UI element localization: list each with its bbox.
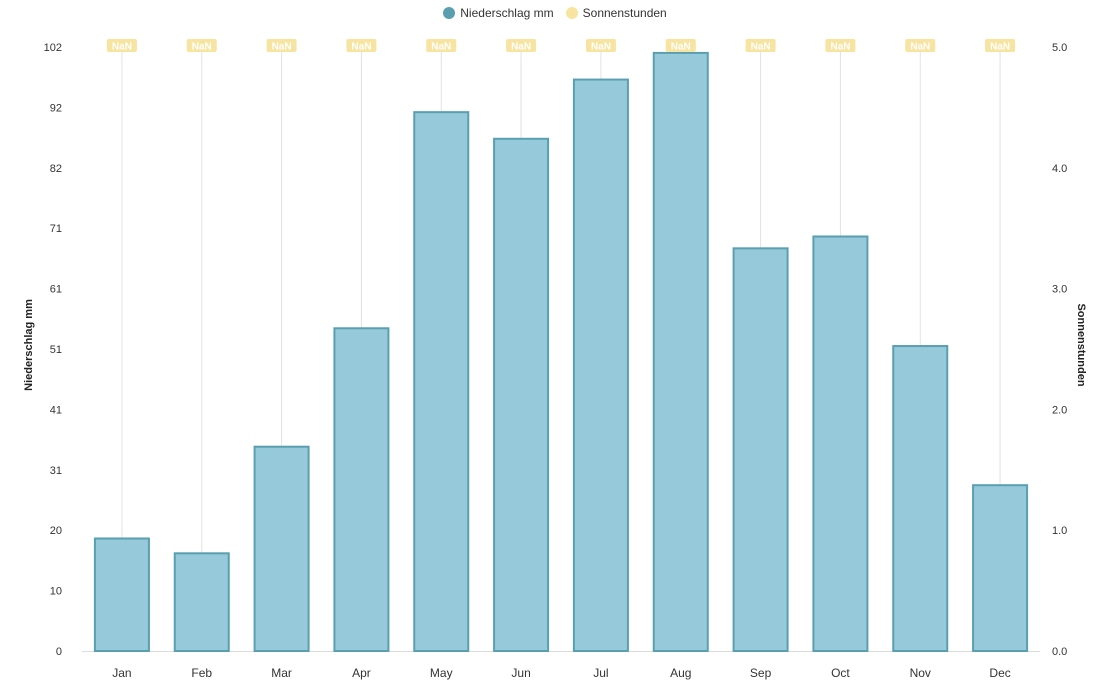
legend-item-sonnenstunden[interactable]: Sonnenstunden — [565, 6, 667, 20]
data-label-box — [825, 39, 856, 52]
y-left-tick-label: 102 — [44, 42, 62, 54]
data-label-box — [346, 39, 377, 52]
legend-label-niederschlag: Niederschlag mm — [460, 6, 554, 20]
x-tick-label: Nov — [910, 666, 931, 680]
x-tick-label: Feb — [191, 666, 212, 680]
data-label: NaN — [192, 42, 212, 53]
y-left-tick-label: 82 — [50, 163, 62, 175]
data-label-box — [905, 39, 936, 52]
data-label: NaN — [351, 42, 371, 53]
y-right-tick-label: 5.0 — [1052, 42, 1067, 54]
x-tick-label: Mar — [271, 666, 292, 680]
data-label-box — [106, 39, 137, 52]
x-tick-label: Apr — [352, 666, 371, 680]
bar — [972, 484, 1029, 652]
data-label: NaN — [272, 42, 292, 53]
y-left-tick-label: 31 — [50, 465, 62, 477]
bar — [652, 51, 709, 652]
y-right-tick-label: 4.0 — [1052, 163, 1067, 175]
data-label-box — [186, 39, 217, 52]
data-label: NaN — [830, 42, 850, 53]
bar — [732, 247, 789, 652]
bar — [413, 111, 470, 652]
data-label-box — [665, 39, 696, 52]
bar — [493, 137, 550, 653]
y-left-tick-label: 51 — [50, 344, 62, 356]
data-label-box — [745, 39, 776, 52]
bar — [173, 552, 230, 653]
legend: Niederschlag mm Sonnenstunden — [0, 4, 1110, 22]
bar — [572, 78, 629, 653]
x-tick-label: Jul — [593, 666, 608, 680]
y-left-tick-label: 92 — [50, 102, 62, 114]
x-tick-label: Dec — [989, 666, 1010, 680]
data-label: NaN — [112, 42, 132, 53]
data-label-box — [266, 39, 297, 52]
data-label: NaN — [431, 42, 451, 53]
bar — [892, 345, 949, 652]
y-left-tick-label: 71 — [50, 223, 62, 235]
bar — [93, 537, 150, 652]
y-left-tick-label: 10 — [50, 586, 62, 598]
y-left-tick-label: 41 — [50, 404, 62, 416]
data-label: NaN — [990, 42, 1010, 53]
data-label-box — [426, 39, 457, 52]
x-tick-label: Jan — [112, 666, 131, 680]
x-tick-label: Oct — [831, 666, 850, 680]
bar — [812, 235, 869, 652]
legend-swatch-niederschlag — [443, 7, 456, 19]
y-right-tick-label: 1.0 — [1052, 525, 1067, 537]
x-tick-label: Sep — [750, 666, 772, 680]
data-label: NaN — [751, 42, 771, 53]
legend-swatch-sonnenstunden — [565, 7, 578, 19]
data-label-box — [585, 39, 616, 52]
x-tick-label: May — [430, 666, 453, 680]
legend-item-niederschlag[interactable]: Niederschlag mm — [443, 6, 554, 20]
x-tick-label: Aug — [670, 666, 691, 680]
y-right-tick-label: 0.0 — [1052, 646, 1067, 658]
data-label-box — [985, 39, 1016, 52]
data-label: NaN — [910, 42, 930, 53]
data-label-box — [506, 39, 537, 52]
bar — [253, 445, 310, 652]
y-right-tick-label: 2.0 — [1052, 404, 1067, 416]
data-label: NaN — [671, 42, 691, 53]
data-label: NaN — [511, 42, 531, 53]
y-left-tick-label: 20 — [50, 525, 62, 537]
y-left-tick-label: 0 — [56, 646, 62, 658]
y-left-tick-label: 61 — [50, 284, 62, 296]
data-label: NaN — [591, 42, 611, 53]
x-tick-label: Jun — [511, 666, 530, 680]
y-right-tick-label: 3.0 — [1052, 284, 1067, 296]
legend-label-sonnenstunden: Sonnenstunden — [582, 6, 667, 20]
bar — [333, 327, 390, 652]
